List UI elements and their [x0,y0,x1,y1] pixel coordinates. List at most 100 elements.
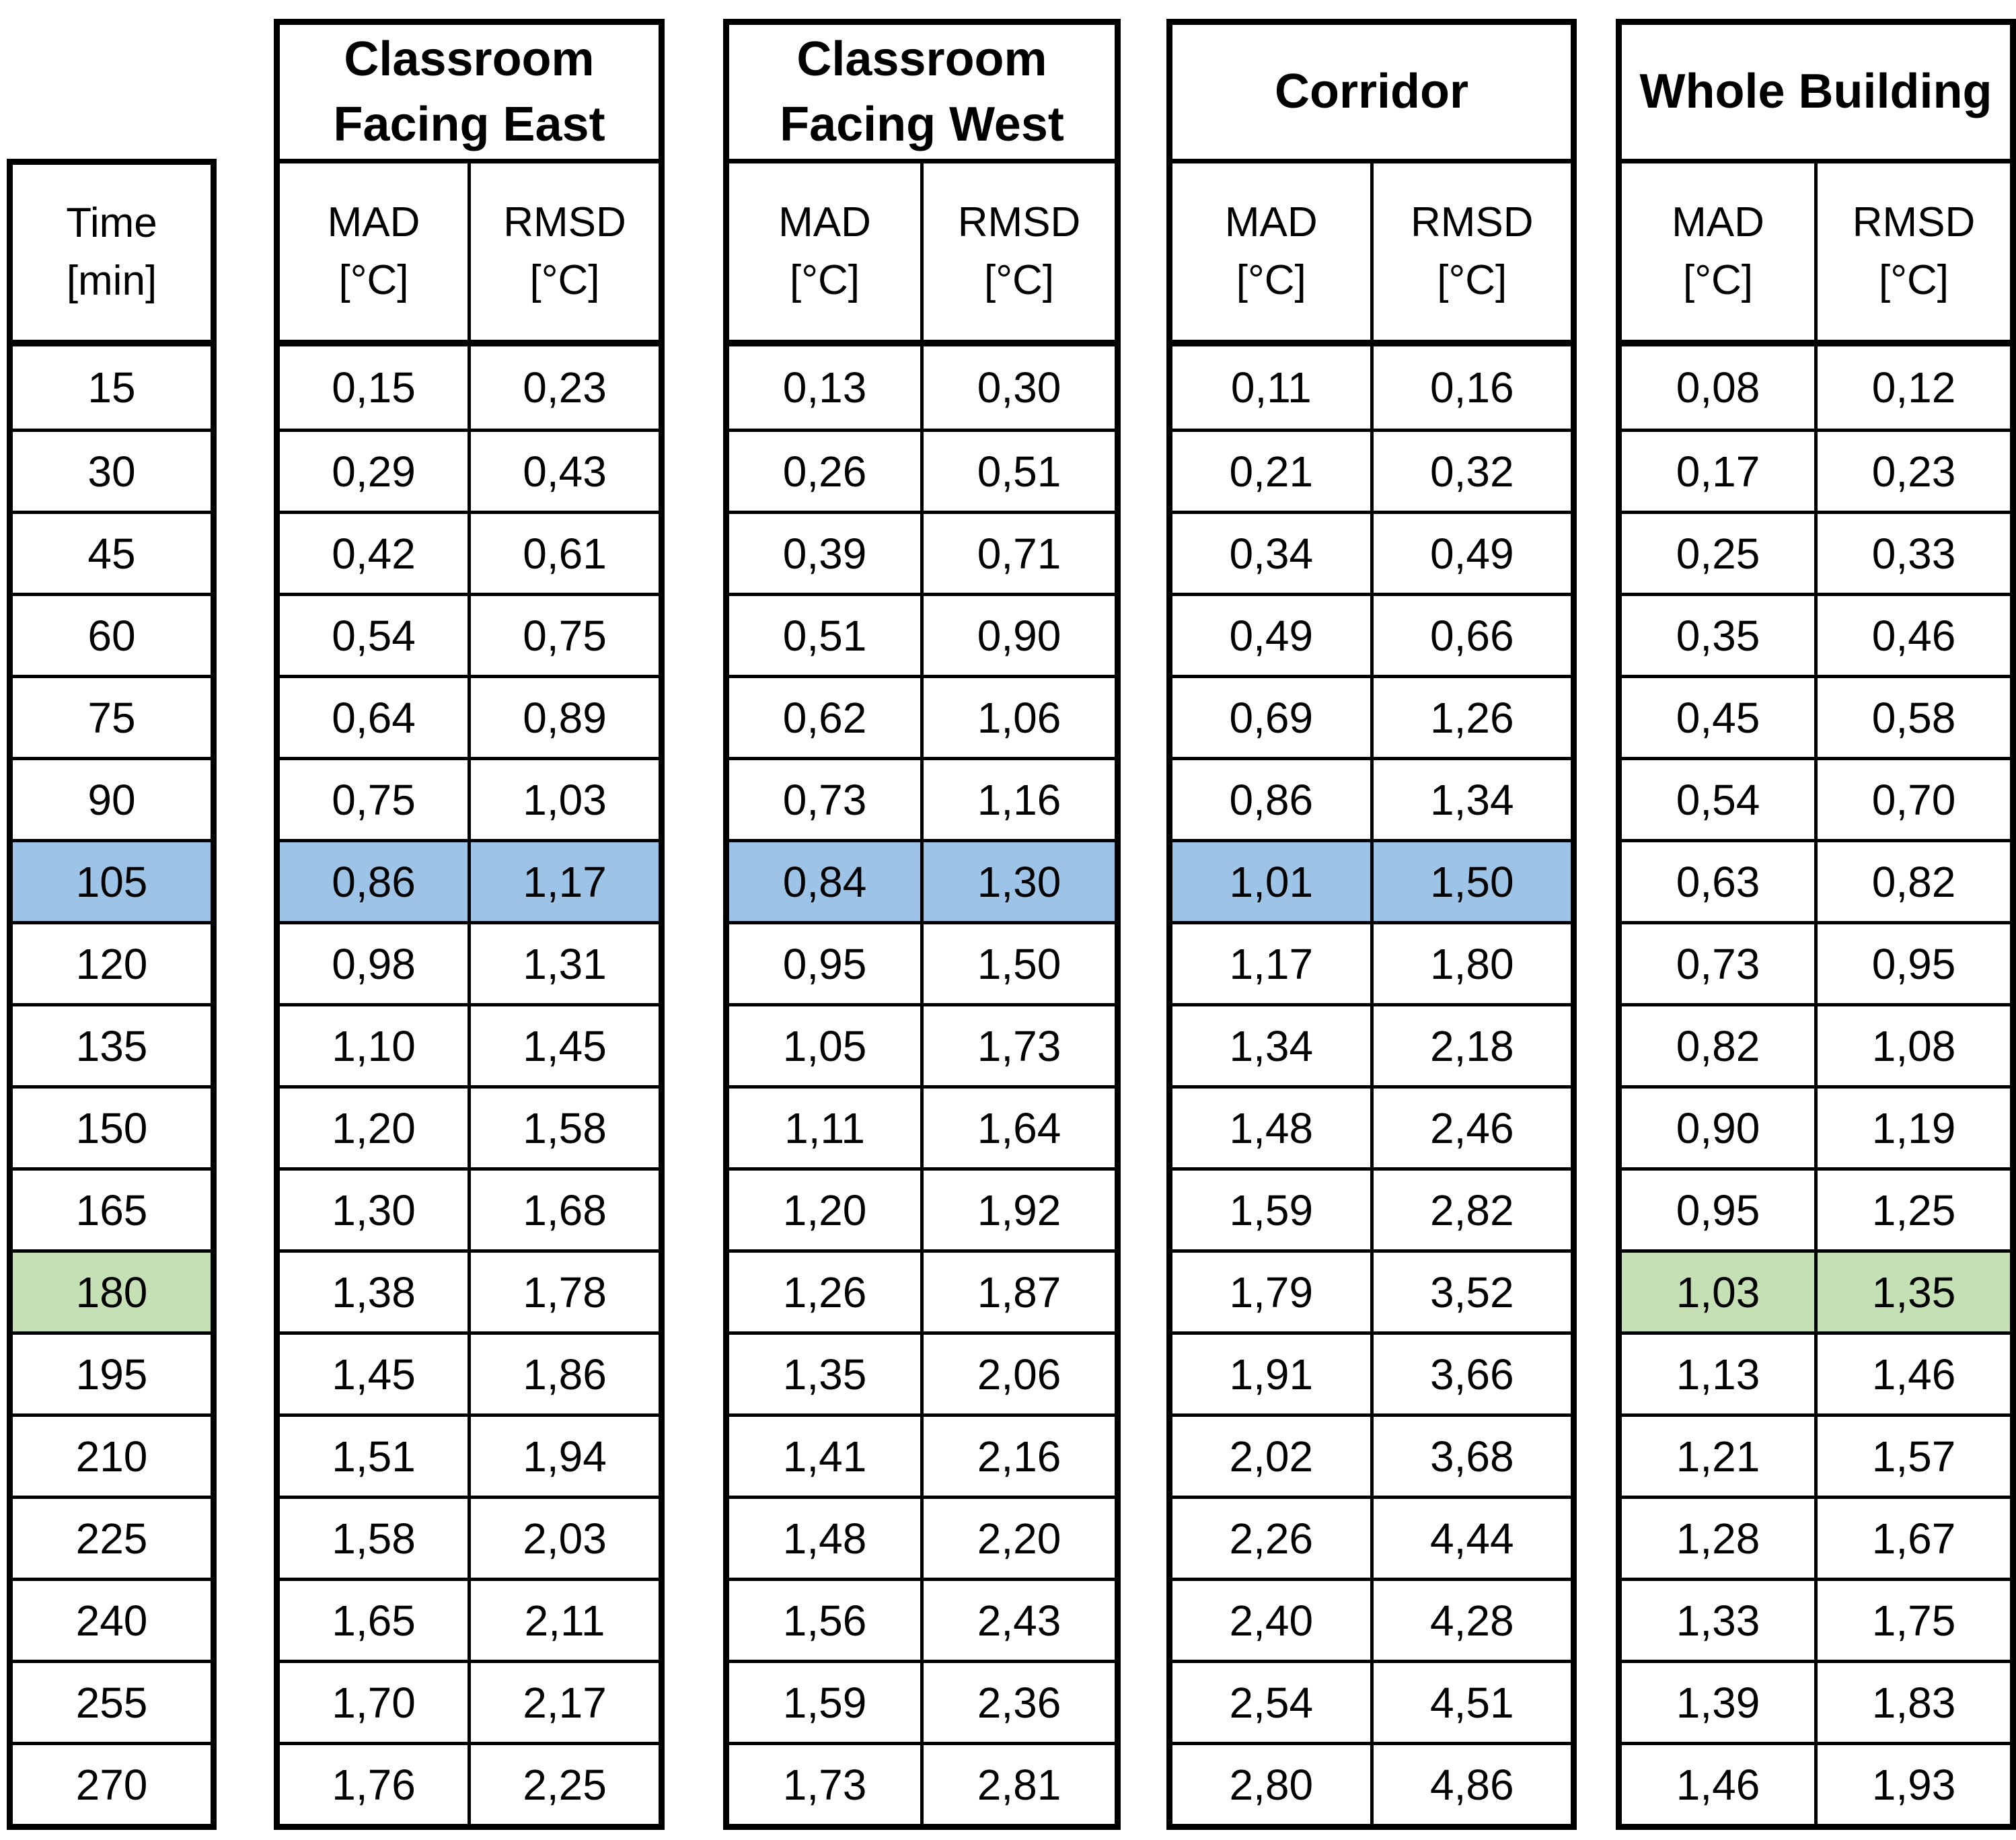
table-row: 1,58 2,03 [280,1496,659,1578]
rmsd-value-cell: 0,89 [468,678,659,757]
mad-value-cell: 0,25 [1676,529,1760,578]
rmsd-value-cell: 1,06 [920,678,1115,757]
mad-value-cell: 1,51 [332,1432,416,1481]
rmsd-value-cell: 0,12 [1814,346,2010,429]
mad-label: MAD [327,199,420,246]
rmsd-value-cell: 1,25 [1814,1171,2010,1249]
table-row: 0,54 0,70 [1622,757,2010,839]
rmsd-value-cell: 0,33 [1814,514,2010,593]
mad-column-header: MAD [°C] [280,163,468,340]
mad-value-cell: 0,42 [332,529,416,578]
table-row: 1,34 2,18 [1172,1003,1571,1085]
mad-value-cell: 1,48 [782,1514,867,1563]
rmsd-value-cell: 0,71 [920,514,1115,593]
rmsd-value-cell: 2,81 [920,1745,1115,1824]
mad-column-header: MAD [°C] [1172,163,1370,340]
time-cell: 15 [87,363,136,412]
group-title-classroom-facing-west: Classroom Facing West [729,25,1115,163]
mad-unit: [°C] [1236,257,1306,303]
time-cell: 120 [13,921,211,1003]
table-row: 1,21 1,57 [1622,1413,2010,1496]
table-row: 2,80 4,86 [1172,1742,1571,1824]
subheader-row: MAD [°C] RMSD [°C] [1172,163,1571,346]
rmsd-value-cell: 0,75 [468,596,659,675]
rmsd-value-cell: 0,32 [1370,432,1571,511]
table-row: 0,95 1,25 [1622,1167,2010,1249]
rmsd-value-cell: 3,52 [1370,1253,1571,1331]
time-cell: 180 [13,1249,211,1331]
mad-value-cell: 0,64 [332,693,416,742]
table-row: 1,35 2,06 [729,1331,1115,1413]
mad-value-cell: 0,21 [1229,447,1314,496]
table-row: 1,28 1,67 [1622,1496,2010,1578]
table-row: 0,63 0,82 [1622,839,2010,921]
mad-value-cell: 1,76 [332,1760,416,1809]
subheader-row: MAD [°C] RMSD [°C] [1622,163,2010,346]
mad-value-cell: 1,30 [332,1185,416,1235]
mad-value-cell: 0,54 [332,611,416,660]
mad-value-cell: 1,17 [1229,939,1314,988]
table-row: 0,54 0,75 [280,593,659,675]
rmsd-value-cell: 2,36 [920,1663,1115,1742]
mad-value-cell: 1,01 [1172,842,1370,921]
rmsd-value-cell: 0,90 [920,596,1115,675]
time-cell: 90 [13,757,211,839]
rmsd-label: RMSD [1852,199,1976,246]
mad-value-cell: 1,11 [784,1103,865,1152]
mad-value-cell: 0,62 [782,693,867,742]
mad-value-cell: 0,69 [1229,693,1314,742]
time-cell: 135 [13,1003,211,1085]
group-title-line: Classroom [344,32,595,86]
table-row: 1,59 2,82 [1172,1167,1571,1249]
table-row: 1,30 1,68 [280,1167,659,1249]
mad-value-cell: 0,11 [1230,363,1312,412]
table-row: 0,21 0,32 [1172,429,1571,511]
mad-unit: [°C] [789,257,860,303]
rmsd-value-cell: 1,80 [1370,924,1571,1003]
rmsd-value-cell: 2,82 [1370,1171,1571,1249]
rmsd-value-cell: 1,26 [1370,678,1571,757]
group-body: 0,08 0,12 0,17 0,23 0,25 0,33 0,35 0,46 0,45 0,58… [1622,346,2010,1824]
mad-value-cell: 1,56 [782,1596,867,1645]
table-row: 0,86 1,34 [1172,757,1571,839]
time-cell: 255 [13,1660,211,1742]
group-title-line: Classroom [796,32,1047,86]
group-body: 0,13 0,30 0,26 0,51 0,39 0,71 0,51 0,90 0,62 1,06… [729,346,1115,1824]
time-cell: 165 [13,1167,211,1249]
table-row: 0,64 0,89 [280,675,659,757]
group-body: 0,11 0,16 0,21 0,32 0,34 0,49 0,49 0,66 0,69 1,26… [1172,346,1571,1824]
mad-value-cell: 0,51 [782,611,867,660]
mad-value-cell: 0,63 [1676,857,1760,906]
rmsd-value-cell: 1,83 [1814,1663,2010,1742]
table-row: 1,91 3,66 [1172,1331,1571,1413]
table-row: 2,02 3,68 [1172,1413,1571,1496]
table-row: 0,13 0,30 [729,346,1115,429]
table-row: 1,01 1,50 [1172,839,1571,921]
time-header-line1: Time [66,200,157,246]
mad-value-cell: 0,73 [1676,939,1760,988]
rmsd-unit: [°C] [1437,257,1507,303]
rmsd-value-cell: 1,87 [920,1253,1115,1331]
mad-value-cell: 1,45 [332,1350,416,1399]
mad-value-cell: 0,45 [1676,693,1760,742]
rmsd-value-cell: 1,75 [1814,1581,2010,1660]
table-row: 0,25 0,33 [1622,511,2010,593]
table-row: 1,65 2,11 [280,1578,659,1660]
mad-value-cell: 1,38 [332,1267,416,1317]
time-cell: 75 [13,675,211,757]
table-row: 0,69 1,26 [1172,675,1571,757]
table-row: 1,11 1,64 [729,1085,1115,1167]
table-row: 2,54 4,51 [1172,1660,1571,1742]
rmsd-label: RMSD [1410,199,1534,246]
mad-value-cell: 1,58 [332,1514,416,1563]
time-cell: 105 [13,839,211,921]
rmsd-value-cell: 1,68 [468,1171,659,1249]
rmsd-value-cell: 0,51 [920,432,1115,511]
mad-value-cell: 2,02 [1229,1432,1314,1481]
table-row: 1,70 2,17 [280,1660,659,1742]
table-row: 0,11 0,16 [1172,346,1571,429]
mad-value-cell: 0,84 [729,842,920,921]
table-row: 1,17 1,80 [1172,921,1571,1003]
rmsd-column-header: RMSD [°C] [1370,163,1571,340]
rmsd-value-cell: 0,49 [1370,514,1571,593]
